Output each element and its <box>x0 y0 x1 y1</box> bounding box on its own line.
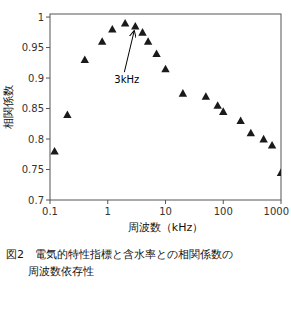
y-tick-label: 0.9 <box>28 73 44 84</box>
caption: 周波数依存性 <box>6 265 94 278</box>
chart: 0.1 1 10 100 1000 0.7 0.75 0.8 0.85 0.9 0.95 1 周波数（k… <box>0 0 291 312</box>
data-point <box>268 141 276 149</box>
x-tick-label: 1000 <box>264 206 289 217</box>
y-tick-label: 1 <box>38 12 44 23</box>
data-point <box>144 37 152 45</box>
y-tick-label: 0.75 <box>22 164 44 175</box>
y-tick <box>46 17 50 18</box>
data-point <box>63 110 71 118</box>
y-tick-label: 0.8 <box>28 134 44 145</box>
data-point <box>152 49 160 57</box>
x-tick-label: 0.1 <box>42 206 58 217</box>
y-tick <box>46 108 50 109</box>
annotation-text: 3kHz <box>114 74 139 85</box>
x-tick <box>165 200 166 204</box>
data-point <box>219 107 227 115</box>
plot-frame <box>50 14 281 200</box>
data-point <box>138 28 146 36</box>
data-point <box>98 37 106 45</box>
data-point <box>179 89 187 97</box>
data-point <box>259 135 267 143</box>
data-point <box>161 65 169 73</box>
annotation-arrow <box>124 31 134 72</box>
data-point <box>247 129 255 137</box>
y-tick <box>46 47 50 48</box>
y-tick <box>46 169 50 170</box>
y-tick-label: 0.7 <box>28 195 44 206</box>
data-point <box>108 25 116 33</box>
x-tick <box>223 200 224 204</box>
y-tick <box>46 139 50 140</box>
x-axis-label: 周波数（kHz） <box>128 221 203 234</box>
y-tick <box>46 78 50 79</box>
y-tick <box>46 200 50 201</box>
x-tick-label: 1 <box>105 206 111 217</box>
caption: 図2 電気的特性指標と含水率との相関係数の <box>6 248 233 261</box>
x-tick-label: 10 <box>159 206 172 217</box>
data-point <box>202 92 210 100</box>
x-tick <box>50 200 51 204</box>
data-point <box>81 56 89 64</box>
data-point <box>236 117 244 125</box>
x-tick <box>107 200 108 204</box>
x-tick-label: 100 <box>214 206 233 217</box>
x-tick <box>281 200 282 204</box>
y-axis-label: 相関係数 <box>2 85 15 129</box>
y-tick-label: 0.85 <box>22 103 44 114</box>
y-tick-label: 0.95 <box>22 42 44 53</box>
chart-container: 0.1 1 10 100 1000 0.7 0.75 0.8 0.85 0.9 0.95 1 周波数（k… <box>0 0 291 312</box>
data-point <box>277 168 281 176</box>
data-point <box>50 147 58 155</box>
data-point <box>213 101 221 109</box>
points <box>50 19 281 176</box>
data-point <box>121 19 129 27</box>
data-point <box>131 22 139 30</box>
